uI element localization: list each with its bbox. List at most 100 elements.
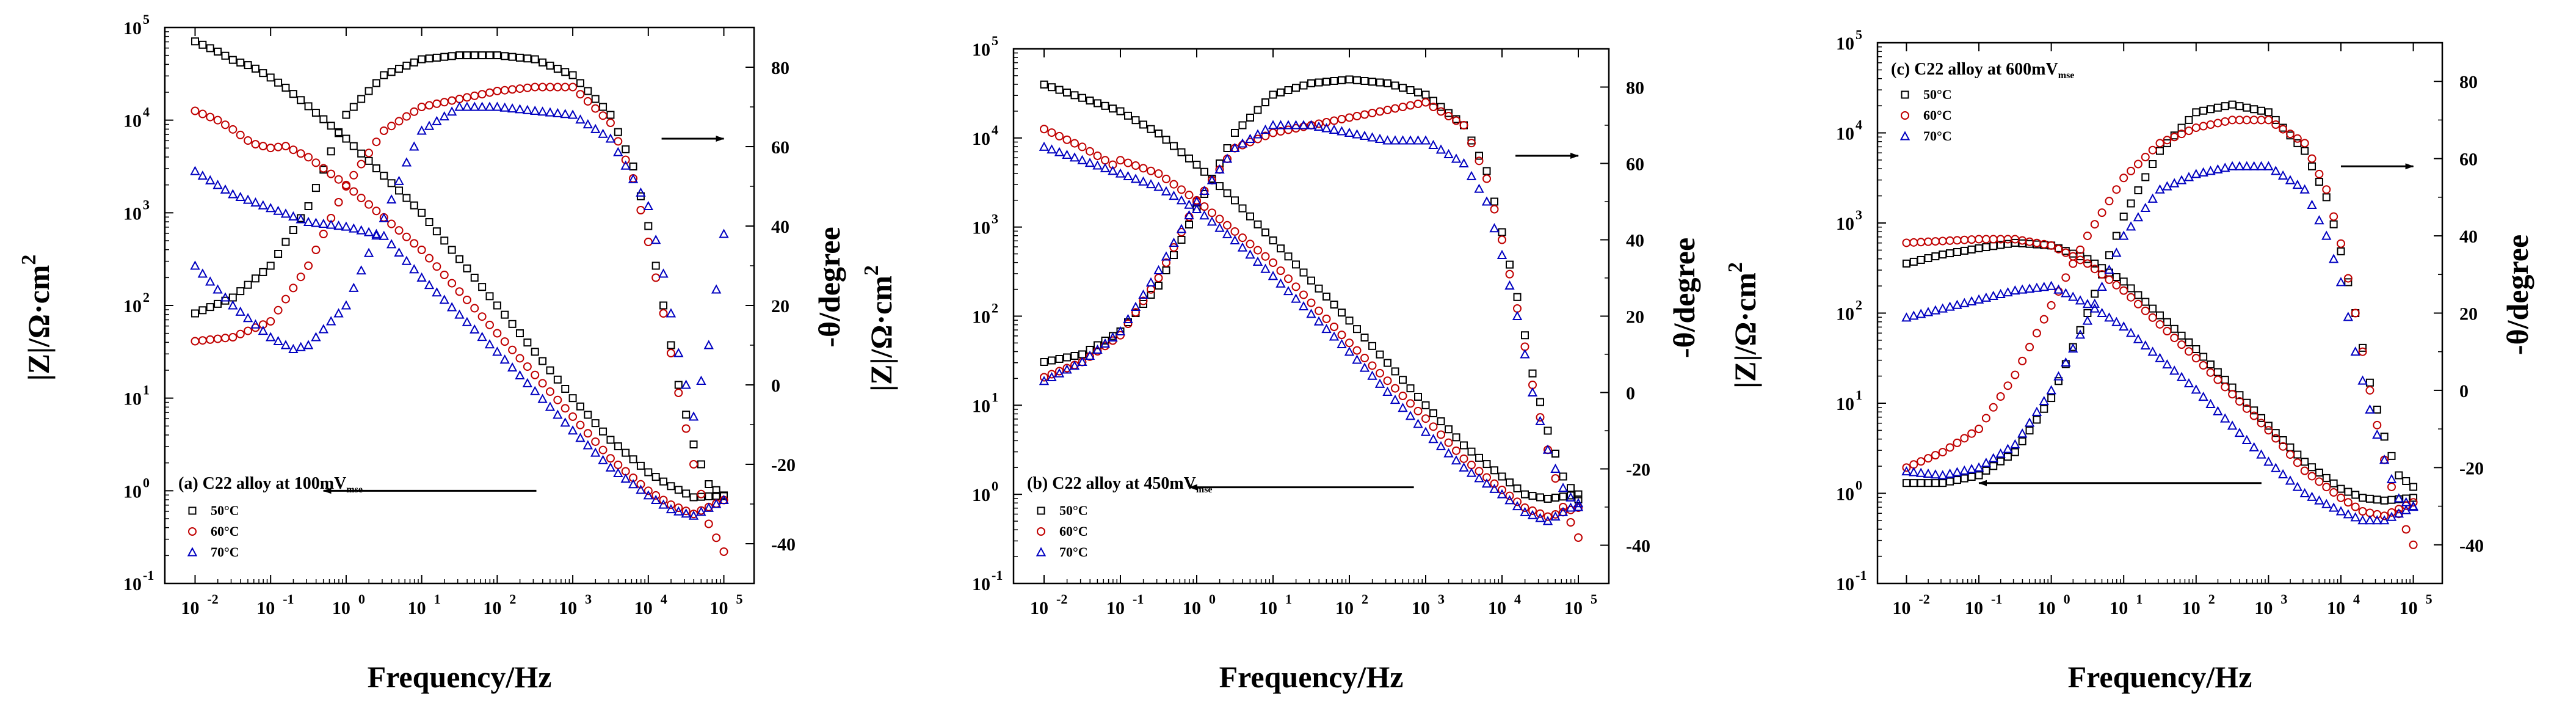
y-left-tick-label: 10 [1836,394,1854,414]
data-point [1169,237,1179,247]
data-point [1139,300,1147,308]
data-point [2162,359,2172,369]
data-point [1260,263,1271,273]
data-point [1536,509,1545,518]
data-point [2213,368,2222,376]
data-point [1268,120,1279,130]
data-point [2409,540,2418,549]
data-point [2358,347,2367,356]
data-point [432,99,441,108]
data-point [484,101,495,111]
data-point [1292,84,1300,92]
data-point [1353,76,1361,84]
data-point [2097,281,2107,291]
data-point [349,282,359,292]
data-point [598,128,608,138]
data-point [1982,243,1990,252]
y-left-axis-title: |Z|/Ω·cm2 [1724,262,1762,389]
data-point [2221,117,2230,126]
data-point [1938,236,1947,246]
data-point [1162,174,1170,183]
data-point [2068,343,2078,353]
data-point [1322,292,1330,301]
data-point [1521,331,1529,340]
data-point [454,309,465,319]
data-point [379,213,389,222]
data-point [1124,111,1132,120]
data-point [2337,484,2345,493]
data-point [1261,252,1270,261]
data-point [2393,508,2404,518]
data-point [2321,230,2332,240]
data-point [1901,312,1912,322]
data-point [2111,247,2122,257]
data-point [1094,341,1101,349]
data-point [1406,384,1415,393]
data-point [2105,275,2114,284]
data-point [1070,352,1079,360]
data-point [1123,320,1133,328]
data-point [1527,387,1538,396]
y-left-tick-exponent: 1 [992,389,998,404]
data-point [1421,414,1430,423]
data-point [1223,189,1232,197]
data-point [1155,130,1163,138]
data-point [1092,344,1103,354]
data-point [2299,488,2310,497]
data-point [696,506,706,516]
data-point [1504,495,1515,505]
data-point [2343,509,2354,519]
data-point [2315,469,2323,477]
data-point [296,149,305,158]
data-point [1147,125,1155,133]
data-point [2039,315,2048,324]
data-point [1185,154,1193,163]
data-point [2090,220,2099,229]
data-point [1223,144,1232,152]
data-point [311,158,321,167]
data-point [1359,130,1370,140]
data-point [440,53,449,61]
data-point [1252,129,1263,139]
data-point [1078,350,1086,359]
data-point [1261,98,1269,106]
data-point [333,220,344,230]
data-point [1909,479,1918,488]
data-point [485,292,494,301]
data-point [206,44,214,53]
data-point [2024,417,2035,427]
data-point [371,228,382,238]
data-point [1384,359,1391,367]
y-left-tick-exponent: 0 [143,475,150,490]
data-point [2213,406,2223,415]
data-point [244,280,252,289]
data-point [568,394,577,403]
data-point [1923,468,1934,478]
data-point [1437,430,1445,439]
data-point [2054,377,2063,385]
data-point [1988,290,1998,300]
data-point [425,101,434,110]
data-point [410,201,418,210]
data-point [1367,370,1377,380]
data-point [620,160,631,170]
data-point [1497,249,1508,259]
x-tick-label: 10 [2110,598,2128,618]
data-point [644,486,653,495]
data-point [213,115,222,125]
data-point [1115,326,1126,335]
data-point [1428,139,1439,149]
data-point [372,137,381,147]
data-point [1383,376,1392,385]
data-point [1077,155,1087,164]
x-axis-title: Frequency/Hz [1219,660,1404,694]
data-point [545,387,554,396]
data-point [1924,237,1933,246]
data-point [2076,255,2085,265]
data-point [1147,166,1155,175]
data-point [2031,282,2042,292]
data-point [1199,185,1210,195]
data-point [387,219,396,228]
x-tick-exponent: 3 [585,591,592,607]
